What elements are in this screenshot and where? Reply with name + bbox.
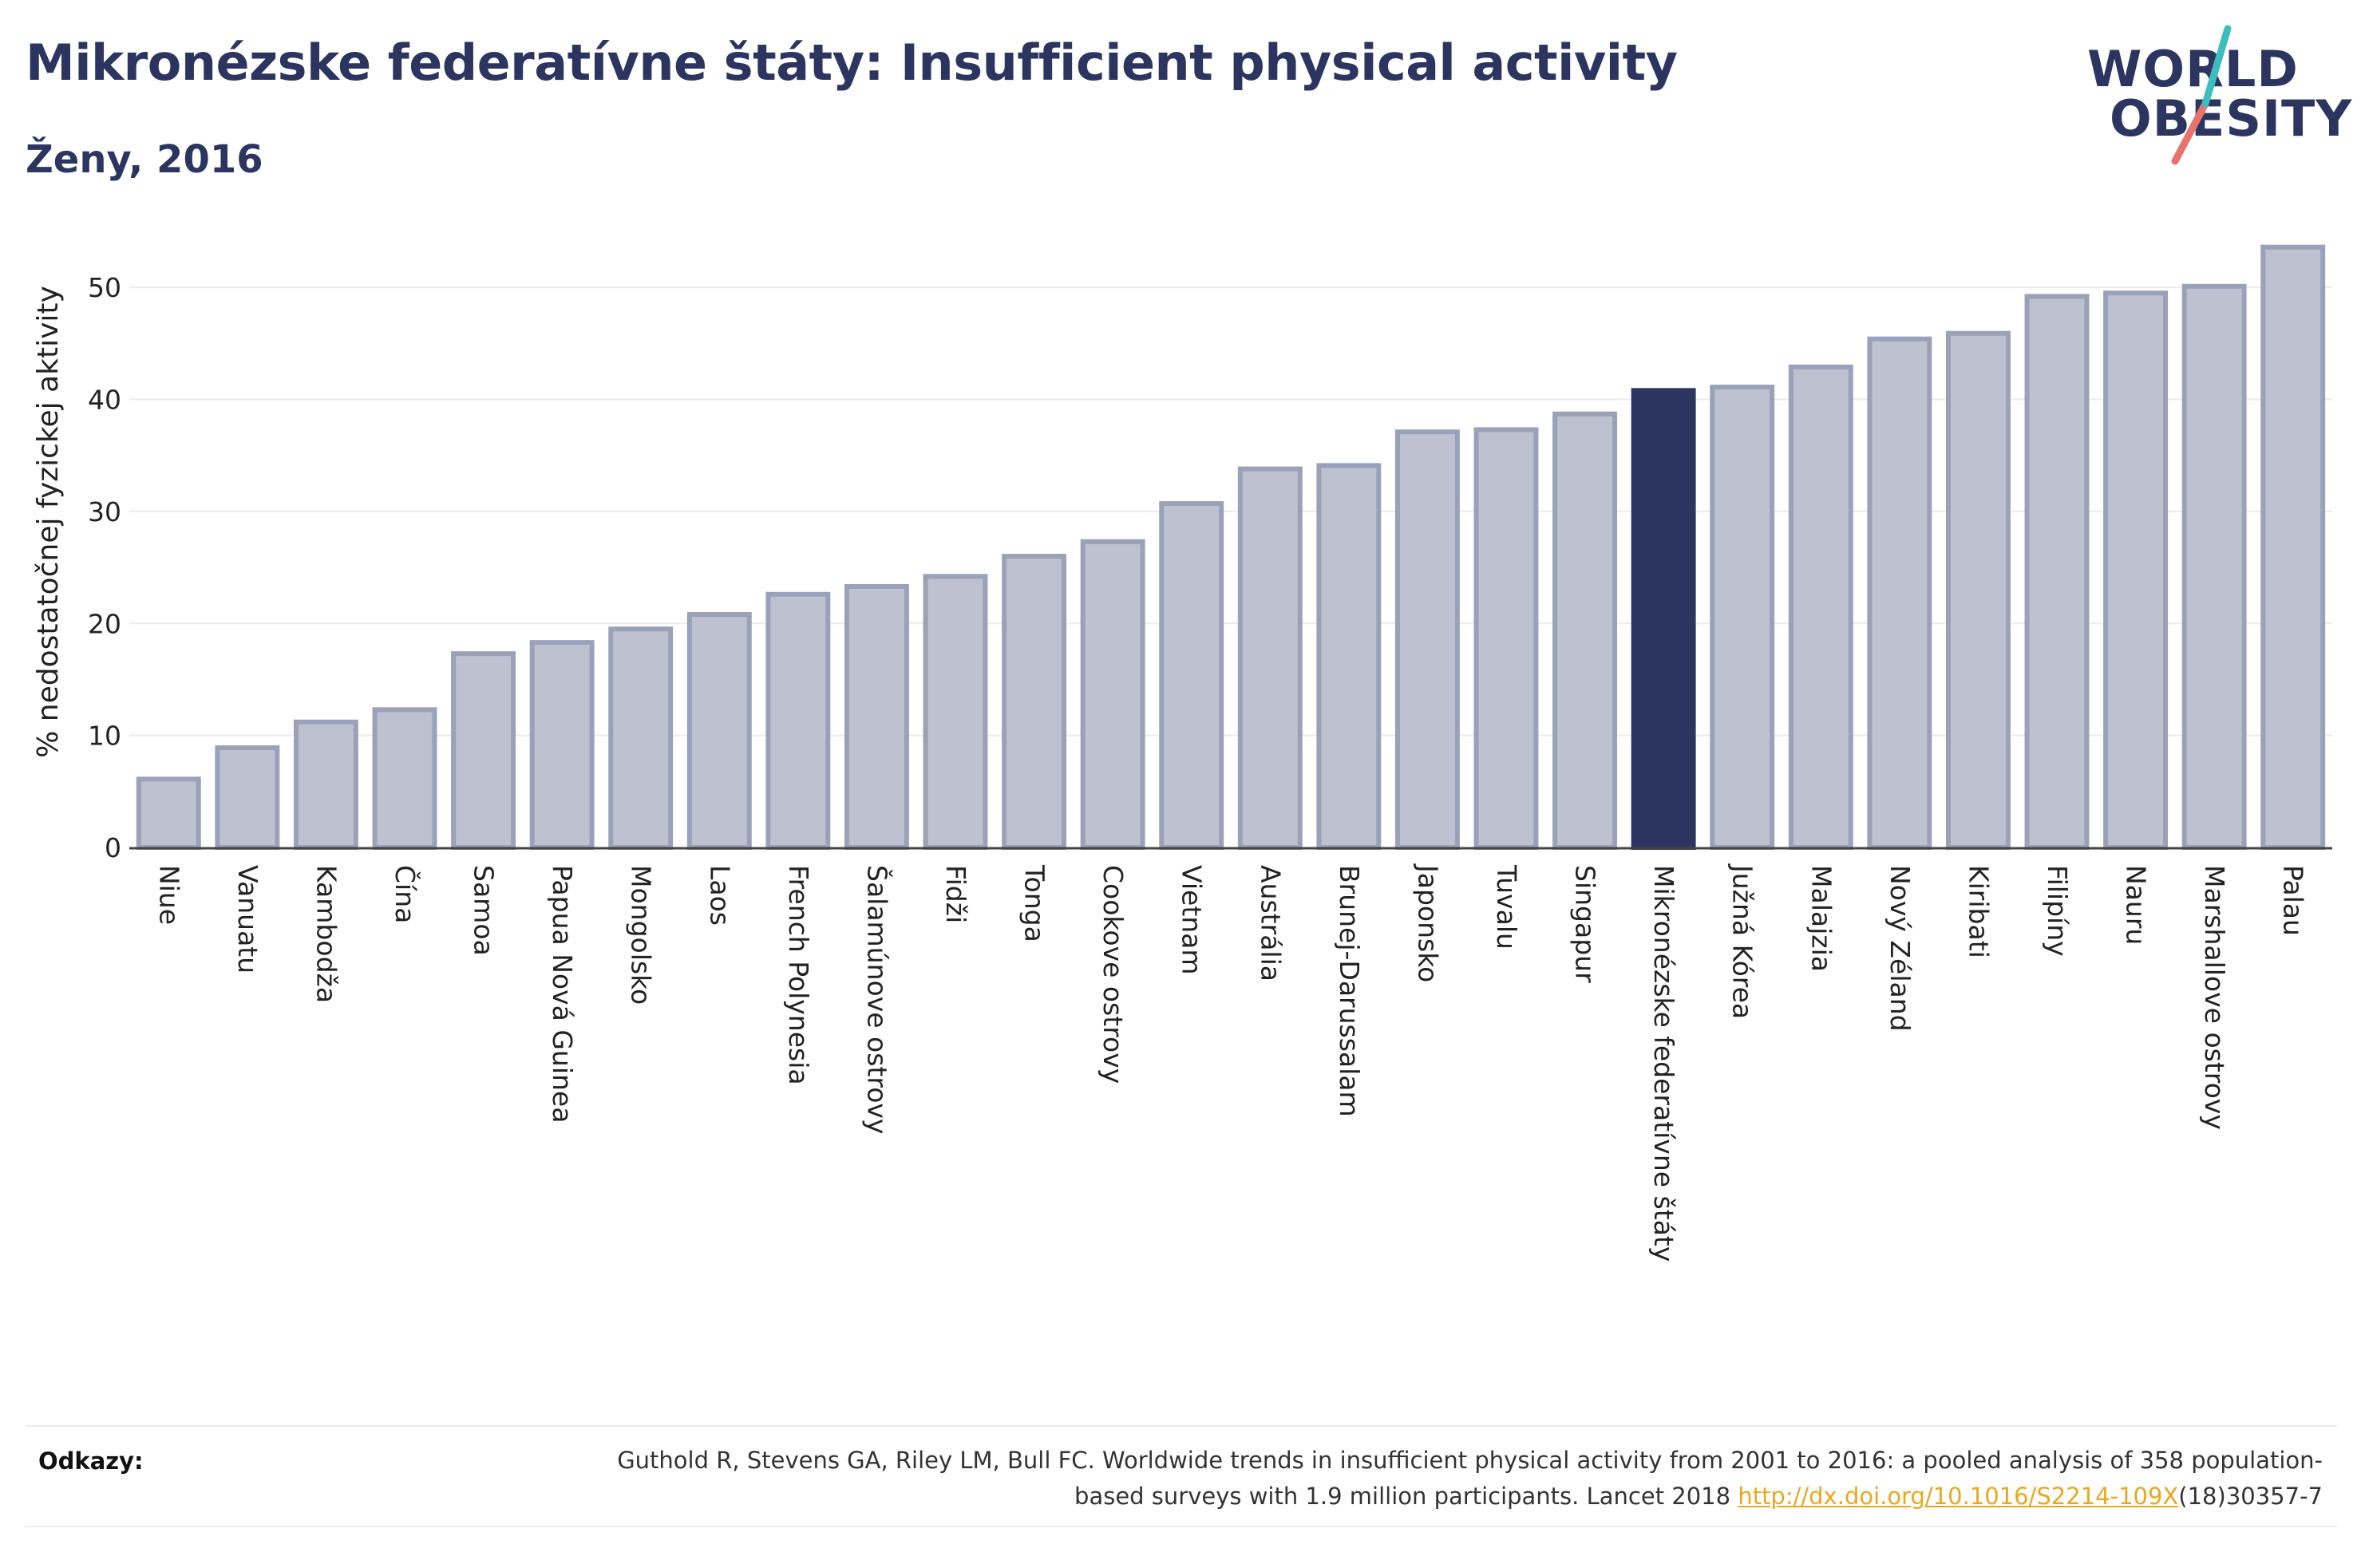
logo-line-2: OBESITY <box>2110 89 2353 148</box>
references-label: Odkazy: <box>38 1448 144 1475</box>
x-tick-label: Čína <box>390 865 421 923</box>
x-tick-label: Mikronézske federatívne štáty <box>1648 865 1679 1262</box>
x-tick-label: Tuvalu <box>1491 864 1522 950</box>
bar <box>1473 427 1539 850</box>
references-citation: Guthold R, Stevens GA, Riley LM, Bull FC… <box>617 1447 2323 1510</box>
x-tick-label: Papua Nová Guinea <box>547 865 578 1123</box>
bar <box>1237 466 1303 850</box>
references-doi-link[interactable]: http://dx.doi.org/10.1016/S2214-109X <box>1738 1483 2179 1510</box>
bar <box>1394 429 1460 850</box>
x-tick-label: Fidži <box>940 865 971 923</box>
y-axis-label: % nedostatočnej fyzickej aktivity <box>32 286 65 758</box>
logo-slash-icon <box>2171 25 2232 165</box>
references-citation-suffix: (18)30357-7 <box>2178 1483 2323 1510</box>
bar <box>2024 294 2090 851</box>
x-tick-label: Palau <box>2278 865 2309 936</box>
y-tick-label: 30 <box>88 496 121 527</box>
bar <box>844 583 909 850</box>
x-tick-label: Vietnam <box>1177 865 1208 975</box>
bar <box>1159 501 1224 850</box>
bar <box>2181 283 2247 850</box>
x-tick-label: Kambodža <box>310 865 342 1003</box>
x-tick-label: Tonga <box>1019 864 1050 942</box>
y-tick-label: 40 <box>88 385 121 416</box>
x-tick-label: Singapur <box>1570 865 1601 983</box>
y-tick-label: 50 <box>88 272 121 303</box>
bar-highlighted <box>1631 388 1696 851</box>
x-tick-label: Japonsko <box>1412 863 1443 982</box>
bar <box>1788 364 1853 850</box>
y-tick-label: 10 <box>88 721 121 752</box>
x-tick-label: Južná Kórea <box>1727 863 1758 1019</box>
divider-top <box>26 1425 2337 1427</box>
bar <box>451 651 516 850</box>
x-tick-label: Kiribati <box>1963 865 1994 958</box>
bar <box>1552 411 1618 850</box>
bar <box>1002 554 1067 851</box>
x-tick-label: Vanuatu <box>232 865 263 974</box>
x-tick-label: Marshallove ostrovy <box>2199 865 2230 1130</box>
bar <box>1945 330 2011 850</box>
page-title: Mikronézske federatívne štáty: Insuffici… <box>26 34 1678 92</box>
bar <box>529 640 595 850</box>
x-tick-label: Nauru <box>2121 865 2152 945</box>
y-tick-label: 0 <box>105 832 121 863</box>
bar <box>765 591 831 851</box>
page-subtitle: Ženy, 2016 <box>26 137 263 182</box>
x-tick-label: Laos <box>704 865 735 926</box>
bar <box>1710 385 1775 850</box>
divider-bottom <box>26 1526 2337 1527</box>
bar <box>1867 336 1932 850</box>
x-tick-label: Filipíny <box>2042 865 2073 957</box>
references-text: Guthold R, Stevens GA, Riley LM, Bull FC… <box>567 1443 2323 1515</box>
x-tick-label: Malajzia <box>1805 865 1837 972</box>
x-tick-label: Nový Zéland <box>1884 865 1916 1032</box>
bar <box>608 626 674 850</box>
world-obesity-logo: WORLD OBESITY <box>2087 24 2351 168</box>
x-tick-label: Niue <box>153 865 184 925</box>
bar <box>923 574 988 850</box>
x-tick-label: Brunej-Darussalam <box>1334 865 1365 1117</box>
bar <box>293 719 358 850</box>
bar <box>1316 463 1382 850</box>
y-tick-label: 20 <box>88 608 121 639</box>
bar <box>2260 244 2326 851</box>
x-tick-label: Cookove ostrovy <box>1097 865 1129 1084</box>
x-tick-label: Mongolsko <box>626 865 657 1005</box>
bar <box>1080 539 1145 850</box>
x-tick-label: Šalamúnove ostrovy <box>861 865 893 1134</box>
bar <box>136 776 201 850</box>
bar <box>372 707 437 850</box>
x-tick-label: Samoa <box>469 865 500 956</box>
x-tick-label: Austrália <box>1255 865 1286 981</box>
bar-chart: 0 10 20 30 40 50 % nedostatočnej fyzickej akti… <box>32 244 2332 1262</box>
bar <box>686 612 752 850</box>
x-tick-label: French Polynesia <box>783 865 814 1085</box>
bar <box>2103 290 2169 850</box>
bar <box>215 745 280 850</box>
logo-line-1: WORLD <box>2087 40 2299 98</box>
